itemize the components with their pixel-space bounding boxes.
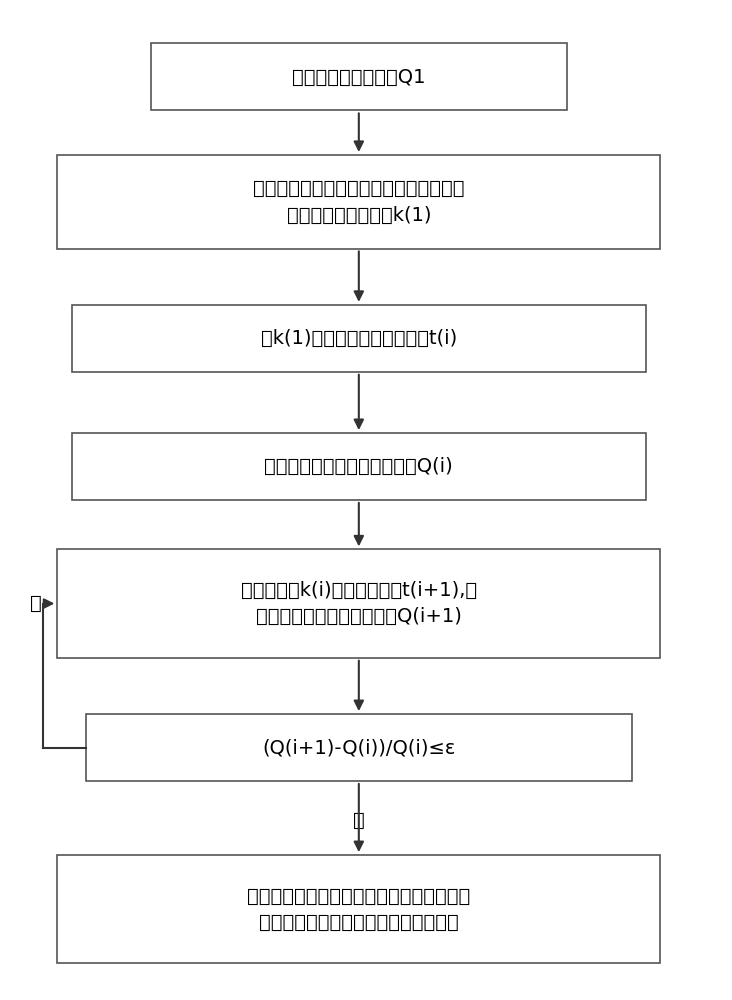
FancyBboxPatch shape (72, 433, 646, 500)
Text: 得到设计屈服荷载，减去摩擦摆支座设计参
数，得到防落梁装置的屈服强度设计値: 得到设计屈服荷载，减去摩擦摆支座设计参 数，得到防落梁装置的屈服强度设计値 (247, 886, 471, 932)
Text: 根据缓冲防落梁装置的屈服位移计算组合
隔震装置的弹性刺度k(1): 根据缓冲防落梁装置的屈服位移计算组合 隔震装置的弹性刺度k(1) (253, 179, 465, 224)
Text: 是: 是 (353, 811, 365, 830)
FancyBboxPatch shape (151, 43, 567, 110)
Text: 由k(1)求得隔震桥梁自振周期t(i): 由k(1)求得隔震桥梁自振周期t(i) (261, 329, 457, 348)
FancyBboxPatch shape (86, 714, 632, 781)
Text: 水平地震力的初始値Q1: 水平地震力的初始値Q1 (292, 67, 425, 86)
FancyBboxPatch shape (57, 155, 660, 249)
Text: 由反应谱曲线求得水平地震力Q(i): 由反应谱曲线求得水平地震力Q(i) (264, 457, 453, 476)
Text: 否: 否 (30, 594, 42, 613)
FancyBboxPatch shape (57, 549, 660, 658)
FancyBboxPatch shape (72, 305, 646, 372)
FancyBboxPatch shape (57, 855, 660, 963)
Text: 由弹性刺度k(i)求得自振周期t(i+1),根
据反应谱曲线求水平地震力Q(i+1): 由弹性刺度k(i)求得自振周期t(i+1),根 据反应谱曲线求水平地震力Q(i+… (241, 581, 477, 626)
Text: (Q(i+1)-Q(i))/Q(i)≤ε: (Q(i+1)-Q(i))/Q(i)≤ε (262, 738, 455, 757)
